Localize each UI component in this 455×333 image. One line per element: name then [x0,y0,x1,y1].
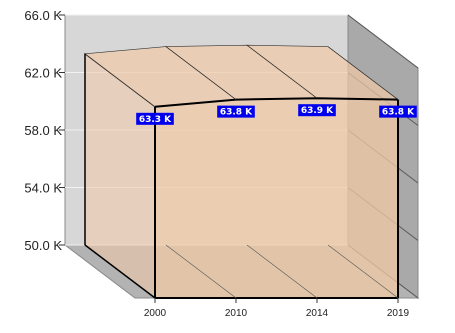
depth-guide-top [165,46,237,100]
depth-guide-top [327,46,399,100]
x-tick-label: 2010 [225,308,248,319]
y-tick-label: 62.0 K [24,66,62,81]
data-label-box [217,105,255,118]
series-line [154,97,399,108]
y-tick-label: 50.0 K [24,238,62,253]
data-label-box [298,104,336,117]
area-front-face [155,98,398,298]
data-labels: 63.3 K 63.8 K 63.9 K 63.8 K [136,104,417,125]
data-label-box [379,105,417,118]
area-base-left-edge [84,244,156,299]
x-tick-label: 2000 [144,308,167,319]
series-area [84,44,399,300]
depth-guide-floor [165,244,237,299]
depth-guide-top [246,44,318,99]
data-label: 63.8 K [220,108,253,118]
data-label-box [136,112,174,125]
gridline-side [347,14,419,69]
x-tick-label: 2014 [306,308,329,319]
y-tick-label: 54.0 K [24,181,62,196]
depth-guide-floor [246,244,318,299]
data-label: 63.8 K [382,108,415,118]
depth-guide-floor [327,244,399,299]
data-label: 63.3 K [139,115,172,125]
axis-ticks: 50.0 K 54.0 K 58.0 K 62.0 K 66.0 K 2000 2010 20… [24,8,409,319]
y-tick-label: 66.0 K [24,8,62,23]
data-label: 63.9 K [301,106,334,116]
x-tick-label: 2019 [387,308,410,319]
y-tick-label: 58.0 K [24,123,62,138]
